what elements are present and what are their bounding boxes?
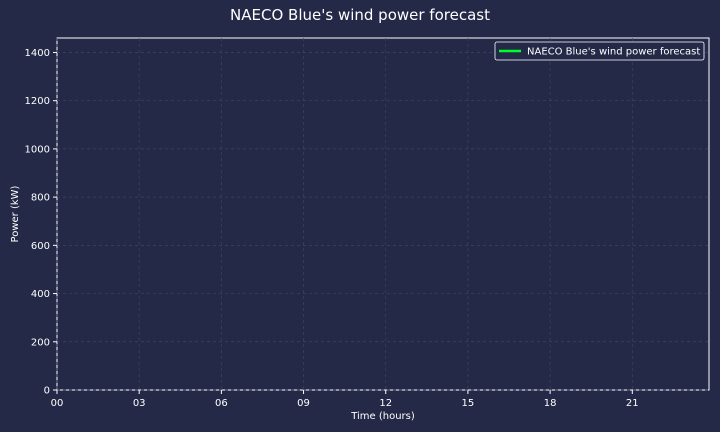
x-tick-label: 18 — [544, 398, 557, 409]
x-tick-label: 12 — [379, 398, 392, 409]
y-tick-label: 0 — [44, 386, 50, 397]
y-tick-label: 600 — [31, 241, 50, 252]
y-tick-label: 200 — [31, 337, 50, 348]
plot-area — [56, 37, 710, 391]
x-axis-label: Time (hours) — [350, 411, 415, 422]
y-tick-label: 1000 — [25, 144, 50, 155]
y-tick-label: 400 — [31, 289, 50, 300]
x-tick-label: 03 — [133, 398, 146, 409]
y-tick-label: 800 — [31, 193, 50, 204]
y-tick-label: 1400 — [25, 48, 50, 59]
x-tick-label: 09 — [297, 398, 310, 409]
y-tick-label: 1200 — [25, 96, 50, 107]
legend-label: NAECO Blue's wind power forecast — [527, 47, 700, 58]
y-axis-label: Power (kW) — [10, 185, 21, 242]
legend-box — [494, 41, 705, 61]
x-axis-ticks: 00 03 06 09 12 15 18 21 — [51, 390, 639, 409]
x-tick-label: 21 — [626, 398, 639, 409]
legend: NAECO Blue's wind power forecast — [494, 41, 705, 61]
x-tick-label: 00 — [51, 398, 64, 409]
x-tick-label: 06 — [215, 398, 228, 409]
y-axis-ticks: 0 200 400 600 800 1000 1200 1400 — [25, 48, 57, 397]
grid-lines — [56, 38, 709, 391]
x-tick-label: 15 — [462, 398, 475, 409]
chart-title: NAECO Blue's wind power forecast — [230, 6, 490, 24]
